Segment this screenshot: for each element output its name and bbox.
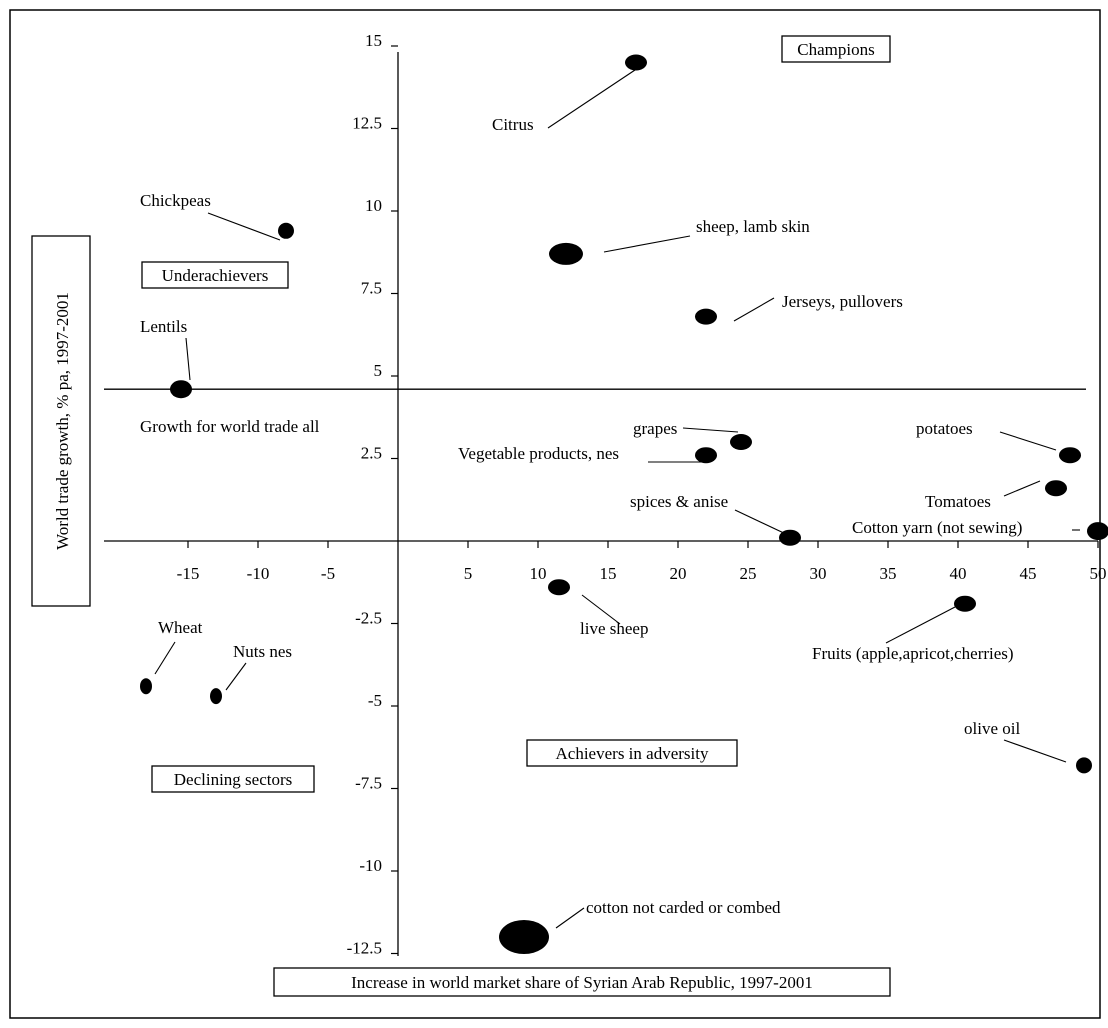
label-cotton-not-carded-or-combed: cotton not carded or combed <box>586 898 781 917</box>
y-tick-label: 7.5 <box>361 279 382 298</box>
point-olive-oil <box>1076 757 1092 774</box>
y-tick-label: 12.5 <box>352 114 382 133</box>
label-spices-anise: spices & anise <box>630 492 728 511</box>
point-cotton-not-carded-or-combed <box>499 920 549 954</box>
label-grapes: grapes <box>633 419 677 438</box>
x-tick-label: 30 <box>810 564 827 583</box>
x-axis-title-box <box>273 967 891 997</box>
quadrant-declining: Declining sectors <box>174 770 293 789</box>
label-vegetable-products-nes: Vegetable products, nes <box>458 444 619 463</box>
leader-line-potatoes <box>999 431 1057 451</box>
x-tick-label: 40 <box>950 564 967 583</box>
y-tick-label: 10 <box>365 196 382 215</box>
label-nuts-nes: Nuts nes <box>233 642 292 661</box>
label-olive-oil: olive oil <box>964 719 1020 738</box>
quadrant-declining-box <box>151 765 315 793</box>
y-tick-label: -5 <box>368 691 382 710</box>
point-cotton-yarn-not-sewing <box>1087 522 1108 541</box>
x-tick-label: 50 <box>1090 564 1107 583</box>
quadrant-underachievers-box <box>141 261 289 289</box>
point-fruits-apple-apricot-cherries <box>954 595 976 612</box>
label-tomatoes: Tomatoes <box>925 492 991 511</box>
y-tick-label: -7.5 <box>355 774 382 793</box>
leader-line-chickpeas <box>207 212 281 241</box>
label-potatoes: potatoes <box>916 419 973 438</box>
leader-line-olive-oil <box>1003 739 1067 763</box>
x-tick-label: 25 <box>740 564 757 583</box>
label-chickpeas: Chickpeas <box>140 191 211 210</box>
leader-line-cotton-not-carded-or-combed <box>555 907 585 929</box>
point-lentils <box>170 380 192 399</box>
x-tick-label: 20 <box>670 564 687 583</box>
y-tick-label: -2.5 <box>355 609 382 628</box>
leader-line-lentils <box>185 337 191 381</box>
label-cotton-yarn-not-sewing: Cotton yarn (not sewing) <box>852 518 1022 537</box>
leader-line-wheat <box>154 641 176 675</box>
label-lentils: Lentils <box>140 317 187 336</box>
leader-line-fruits-apple-apricot-cherries <box>885 606 956 644</box>
y-axis-title: World trade growth, % pa, 1997-2001 <box>53 292 72 550</box>
quadrant-champions-box <box>781 35 891 63</box>
leader-line-citrus <box>547 69 636 129</box>
y-tick-label: 15 <box>365 31 382 50</box>
outer-border <box>9 9 1101 1019</box>
y-tick-label: -12.5 <box>347 939 382 958</box>
point-live-sheep <box>548 579 570 596</box>
point-jerseys-pullovers <box>695 308 717 325</box>
y-tick-label: -10 <box>359 856 382 875</box>
leader-line-live-sheep <box>581 594 621 625</box>
point-grapes <box>730 434 752 450</box>
leader-line-tomatoes <box>1003 480 1041 497</box>
label-fruits-apple-apricot-cherries: Fruits (apple,apricot,cherries) <box>812 644 1014 663</box>
leader-line-jerseys-pullovers <box>733 297 775 322</box>
point-sheep-lamb-skin <box>549 242 583 265</box>
point-citrus <box>625 54 647 71</box>
y-tick-label: 5 <box>374 361 383 380</box>
x-tick-label: 35 <box>880 564 897 583</box>
point-chickpeas <box>278 222 294 239</box>
label-wheat: Wheat <box>158 618 203 637</box>
x-tick-label: -5 <box>321 564 335 583</box>
x-tick-label: -10 <box>247 564 270 583</box>
quadrant-champions: Champions <box>797 40 874 59</box>
x-tick-label: 10 <box>530 564 547 583</box>
leader-line-nuts-nes <box>225 662 247 691</box>
quadrant-underachievers: Underachievers <box>162 266 269 285</box>
leader-line-grapes <box>682 427 739 433</box>
point-tomatoes <box>1045 480 1067 497</box>
x-tick-label: 45 <box>1020 564 1037 583</box>
point-vegetable-products-nes <box>695 447 717 464</box>
leader-line-spices-anise <box>734 509 789 536</box>
x-axis-title: Increase in world market share of Syrian… <box>351 973 813 992</box>
label-sheep-lamb-skin: sheep, lamb skin <box>696 217 810 236</box>
point-potatoes <box>1059 447 1081 464</box>
quadrant-adversity: Achievers in adversity <box>556 744 709 763</box>
quadrant-adversity-box <box>526 739 738 767</box>
point-spices-anise <box>779 529 801 546</box>
x-tick-label: 5 <box>464 564 473 583</box>
label-citrus: Citrus <box>492 115 534 134</box>
leader-line-sheep-lamb-skin <box>603 235 691 253</box>
x-tick-label: 15 <box>600 564 617 583</box>
y-axis-title-box <box>31 235 91 607</box>
y-tick-label: 2.5 <box>361 444 382 463</box>
x-tick-label: -15 <box>177 564 200 583</box>
point-nuts-nes <box>210 688 222 705</box>
label-live-sheep: live sheep <box>580 619 648 638</box>
label-jerseys-pullovers: Jerseys, pullovers <box>782 292 903 311</box>
point-wheat <box>140 678 152 695</box>
reference-line-label: Growth for world trade all <box>140 417 320 436</box>
